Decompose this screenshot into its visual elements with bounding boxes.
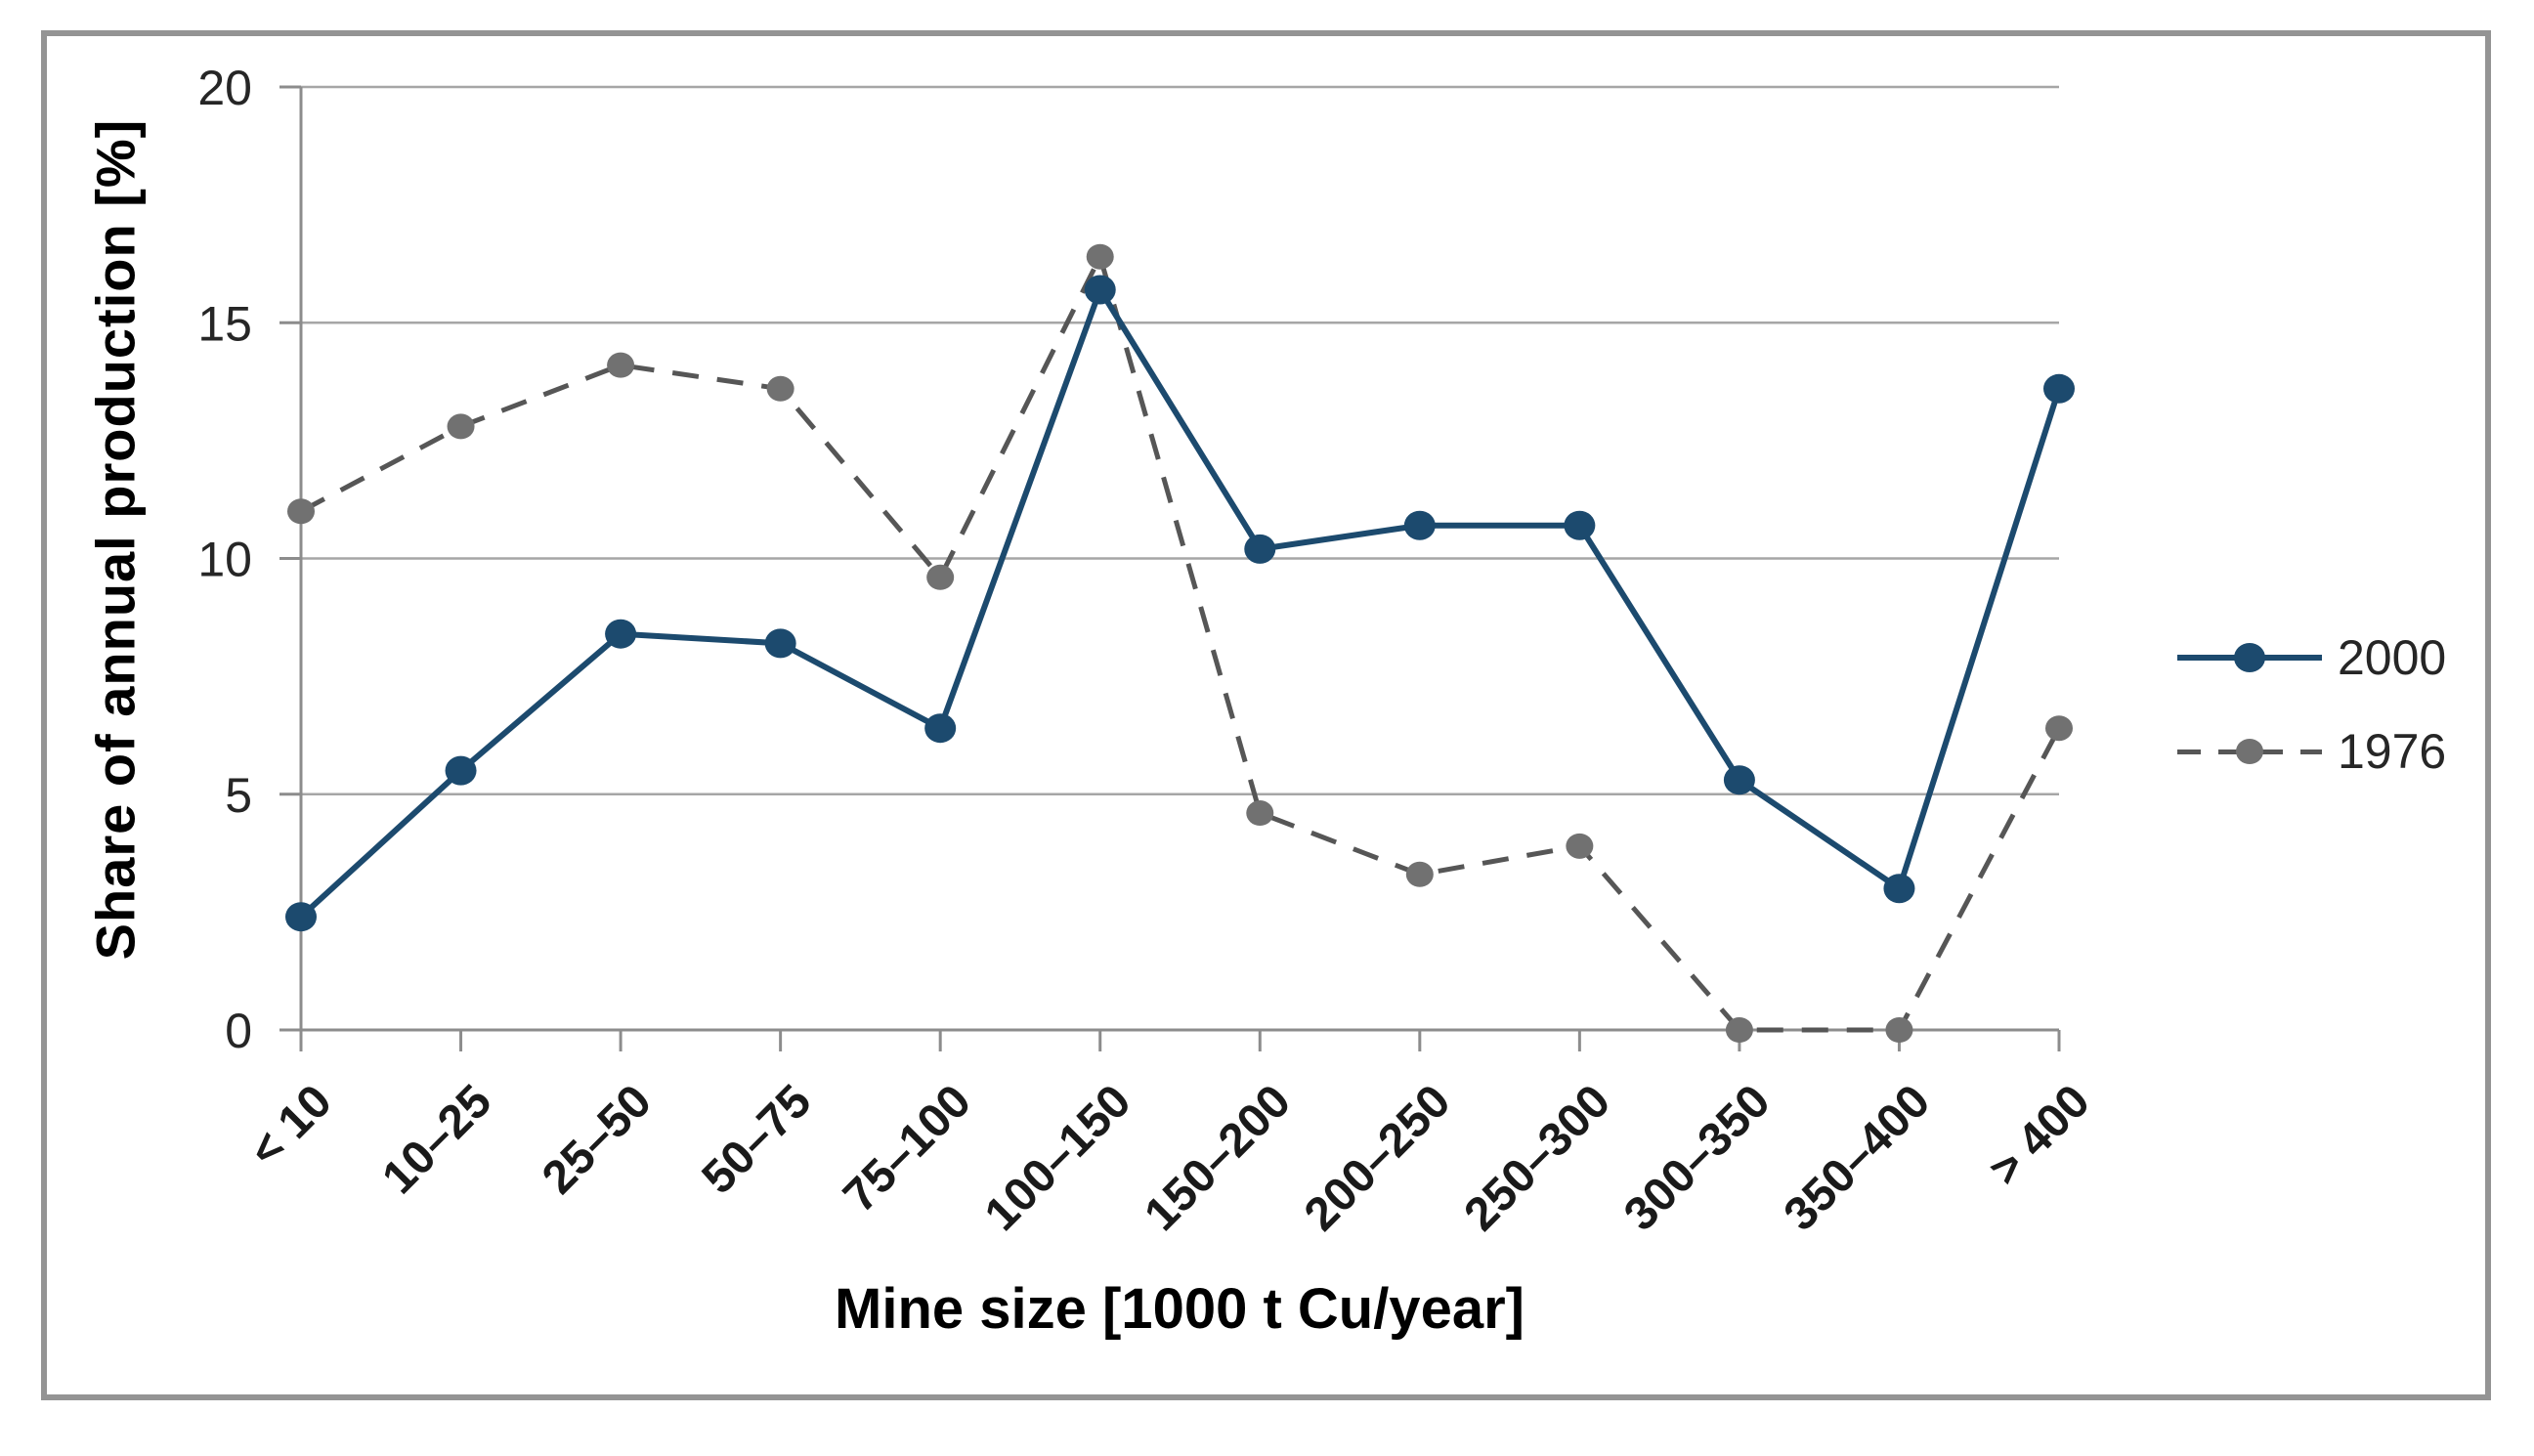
x-tick-label: > 400: [1979, 1075, 2099, 1195]
legend-marker-2000-icon: [2234, 643, 2265, 672]
series-1976-point-marker: [1086, 243, 1114, 270]
series-1976-point-marker: [1405, 861, 1434, 887]
y-axis-title: Share of annual production [%]: [84, 118, 147, 961]
series-2000-line: [298, 282, 2062, 920]
y-tick-label: 10: [197, 533, 252, 587]
series-2000-point-marker: [605, 619, 637, 649]
series-1976-point-marker: [1246, 800, 1274, 827]
series-1976-point-marker: [287, 498, 315, 525]
x-tick-label: 150–200: [1135, 1075, 1301, 1241]
legend-item-2000: 2000: [2177, 631, 2446, 684]
x-tick-label: 50–75: [693, 1075, 822, 1204]
x-tick-label: 250–300: [1455, 1075, 1621, 1241]
x-tick-label: 200–250: [1295, 1075, 1461, 1241]
legend: 2000 1976: [2177, 631, 2446, 778]
y-tick-label: 15: [197, 296, 252, 351]
x-axis-title: Mine size [1000 t Cu/year]: [835, 1277, 1525, 1341]
y-tick-label: 5: [225, 768, 252, 823]
series-1976-line: [299, 249, 2062, 1033]
series-2000-point-marker: [1244, 534, 1276, 564]
series-1976-point-marker: [1566, 833, 1594, 859]
y-tick-label: 0: [225, 1004, 252, 1058]
series-2000-point-marker: [445, 755, 477, 786]
series-2000-point-marker: [1723, 765, 1755, 795]
legend-line-1976: [2177, 739, 2322, 764]
series-2000-point-marker: [2043, 373, 2075, 404]
series-2000-point-marker: [1084, 275, 1116, 305]
x-tick-label: 25–50: [533, 1075, 662, 1204]
series-1976-point-marker: [926, 564, 955, 590]
series-2000-point-marker: [764, 628, 796, 659]
legend-marker-1976-icon: [2236, 739, 2263, 764]
series-2000-point-marker: [1403, 510, 1436, 540]
legend-item-1976: 1976: [2177, 725, 2446, 778]
series-2000-point-marker: [1883, 874, 1915, 904]
x-tick-label: < 10: [239, 1075, 341, 1177]
x-tick-label: 100–150: [975, 1075, 1141, 1241]
series-2000-point-marker: [1564, 510, 1596, 540]
series-1976-point-marker: [1725, 1017, 1753, 1043]
series-1976-point-marker: [1885, 1017, 1913, 1043]
series-1976-point-marker: [607, 352, 635, 378]
series-2000-point-marker: [924, 713, 957, 744]
series-1976-point-marker: [2045, 715, 2073, 742]
x-tick-label: 350–400: [1775, 1075, 1941, 1241]
legend-label-2000: 2000: [2338, 630, 2447, 685]
legend-label-1976: 1976: [2338, 724, 2447, 779]
series-1976-point-marker: [447, 413, 475, 440]
chart-frame: [41, 30, 2491, 1400]
x-tick-label: 10–25: [372, 1075, 501, 1204]
x-tick-label: 300–350: [1614, 1075, 1781, 1241]
series-1976-point-marker: [766, 375, 795, 402]
y-tick-label: 20: [197, 61, 252, 115]
legend-line-2000: [2177, 643, 2322, 672]
x-tick-label: 75–100: [834, 1075, 981, 1222]
series-2000-point-marker: [285, 902, 317, 932]
